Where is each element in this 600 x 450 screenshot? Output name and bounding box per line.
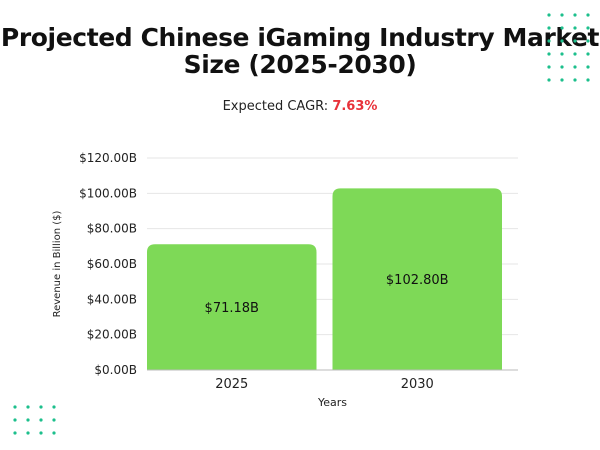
cagr-value: 7.63%	[332, 99, 378, 114]
decorative-dot	[52, 418, 56, 422]
decorative-dot	[560, 26, 564, 30]
decorative-dot	[547, 78, 551, 82]
dot-grid-bottom-left	[13, 405, 56, 435]
bar-2030	[332, 188, 502, 370]
decorative-dot	[26, 431, 30, 435]
decorative-dot	[560, 78, 564, 82]
chart-title: Projected Chinese iGaming Industry Marke…	[0, 24, 600, 78]
decorative-dot	[547, 52, 551, 56]
y-tick-label: $120.00B	[79, 151, 137, 165]
bar-2025	[147, 244, 317, 370]
dot-grid-top-right	[547, 13, 590, 82]
decorative-dot	[52, 405, 56, 409]
decorative-dot	[52, 431, 56, 435]
x-axis-title: Years	[317, 396, 347, 409]
x-tick-label: 2030	[401, 377, 434, 392]
bar-value-label: $102.80B	[386, 273, 449, 288]
decorative-dot	[13, 405, 17, 409]
y-tick-label: $40.00B	[87, 292, 137, 306]
decorative-dot	[39, 405, 43, 409]
decorative-dot	[573, 26, 577, 30]
decorative-dot	[573, 65, 577, 69]
decorative-dot	[560, 65, 564, 69]
decorative-dot	[586, 26, 590, 30]
decorative-dot	[547, 26, 551, 30]
decorative-dot	[26, 405, 30, 409]
decorative-dot	[39, 418, 43, 422]
decorative-dot	[573, 39, 577, 43]
decorative-dot	[586, 65, 590, 69]
bar-value-label: $71.18B	[205, 301, 259, 316]
decorative-dot	[13, 418, 17, 422]
y-tick-label: $20.00B	[87, 328, 137, 342]
cagr-subtitle: Expected CAGR: 7.63%	[0, 99, 600, 114]
y-tick-label: $80.00B	[87, 222, 137, 236]
y-tick-label: $60.00B	[87, 257, 137, 271]
decorative-dot	[586, 52, 590, 56]
decorative-dot	[560, 52, 564, 56]
decorative-dot	[560, 13, 564, 17]
chart-title-line-1: Projected Chinese iGaming Industry Marke…	[0, 23, 600, 52]
decorative-dot	[586, 13, 590, 17]
decorative-dot	[573, 78, 577, 82]
decorative-dot	[13, 431, 17, 435]
decorative-dot	[26, 418, 30, 422]
y-axis-title: Revenue in Billion ($)	[52, 211, 63, 318]
y-tick-label: $0.00B	[94, 363, 137, 377]
decorative-dot	[586, 78, 590, 82]
cagr-label: Expected CAGR:	[222, 99, 333, 114]
chart-title-line-2: Size (2025-2030)	[183, 50, 417, 79]
decorative-dot	[547, 39, 551, 43]
decorative-dot	[39, 431, 43, 435]
decorative-dot	[560, 39, 564, 43]
y-tick-label: $100.00B	[79, 186, 137, 200]
decorative-dot	[586, 39, 590, 43]
decorative-dot	[573, 52, 577, 56]
decorative-dot	[573, 13, 577, 17]
decorative-dot	[547, 65, 551, 69]
x-tick-label: 2025	[215, 377, 248, 392]
decorative-dot	[547, 13, 551, 17]
